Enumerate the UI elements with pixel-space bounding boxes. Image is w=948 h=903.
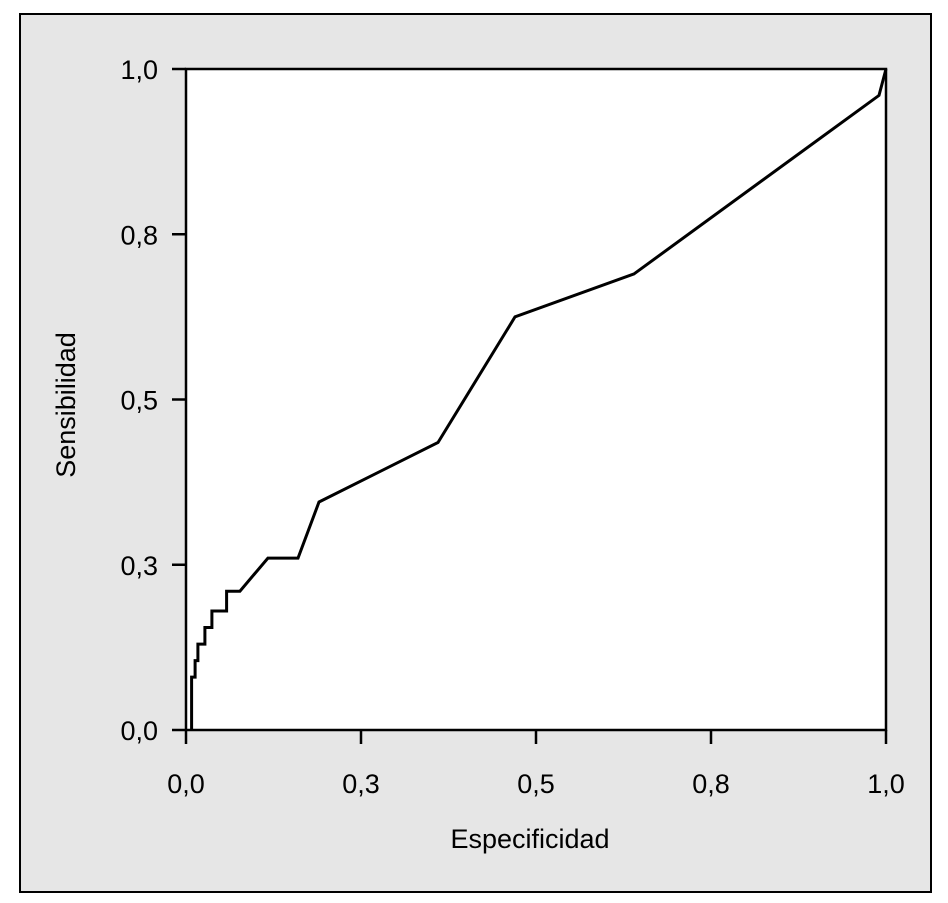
plot-area [184,67,888,732]
roc-curve-line [190,68,888,730]
x-tick-label: 0,3 [342,769,380,799]
x-axis-label: Especificidad [450,824,609,854]
y-tick-label: 0,8 [120,220,158,250]
y-axis-ticks: 0,0 0,3 0,5 0,8 1,0 [120,55,186,746]
x-tick-label: 1,0 [867,769,905,799]
y-tick-label: 1,0 [120,55,158,85]
x-tick-label: 0,5 [517,769,555,799]
y-tick-label: 0,0 [120,716,158,746]
x-tick-label: 0,0 [167,769,205,799]
x-axis-ticks: 0,0 0,3 0,5 0,8 1,0 [167,730,905,799]
x-tick-label: 0,8 [692,769,730,799]
y-axis-label: Sensibilidad [51,332,81,478]
y-tick-label: 0,5 [120,386,158,416]
y-tick-label: 0,3 [120,551,158,581]
